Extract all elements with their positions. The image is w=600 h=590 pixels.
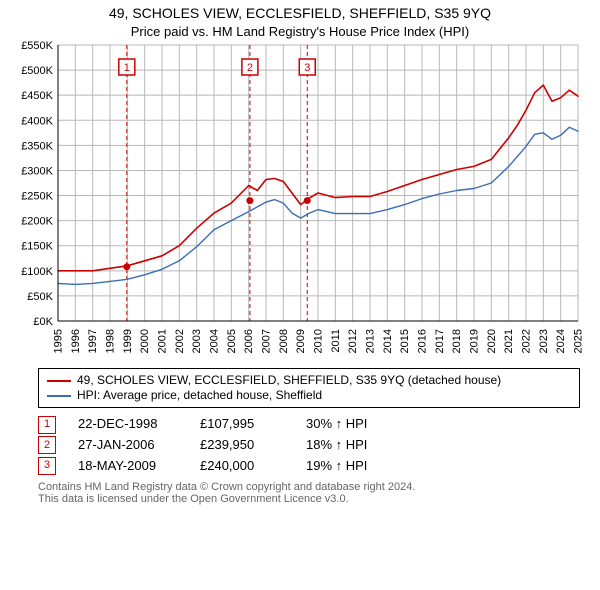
svg-text:£350K: £350K [21, 141, 53, 153]
svg-text:2012: 2012 [347, 329, 359, 353]
transaction-price: £239,950 [200, 435, 284, 456]
legend-label-1: 49, SCHOLES VIEW, ECCLESFIELD, SHEFFIELD… [77, 373, 501, 388]
svg-text:2020: 2020 [486, 329, 498, 353]
svg-text:2004: 2004 [209, 329, 221, 353]
svg-text:2002: 2002 [174, 329, 186, 353]
chart-area: £0K £50K £100K £150K £200K £250K £300K £350K £40… [8, 39, 592, 362]
svg-text:£300K: £300K [21, 166, 53, 178]
transaction-marker: 1 [38, 416, 56, 434]
svg-text:2022: 2022 [521, 329, 533, 353]
svg-text:2009: 2009 [295, 329, 307, 353]
svg-text:1996: 1996 [70, 329, 82, 353]
svg-text:2008: 2008 [278, 329, 290, 353]
svg-text:£450K: £450K [21, 90, 53, 102]
line-chart: £0K £50K £100K £150K £200K £250K £300K £350K £40… [8, 39, 592, 357]
transaction-hpi-note: 19% ↑ HPI [306, 456, 367, 477]
svg-text:£550K: £550K [21, 40, 53, 52]
svg-text:£200K: £200K [21, 216, 53, 228]
svg-text:£50K: £50K [27, 291, 53, 303]
svg-text:2013: 2013 [365, 329, 377, 353]
svg-text:£0K: £0K [33, 316, 53, 328]
svg-text:2: 2 [247, 62, 253, 74]
svg-text:2023: 2023 [538, 329, 550, 353]
legend-swatch-2 [47, 395, 71, 397]
svg-text:1999: 1999 [122, 329, 134, 353]
svg-text:1: 1 [124, 62, 130, 74]
transaction-marker: 2 [38, 436, 56, 454]
svg-text:2017: 2017 [434, 329, 446, 353]
svg-text:1997: 1997 [87, 329, 99, 353]
svg-text:£250K: £250K [21, 191, 53, 203]
transaction-date: 22-DEC-1998 [78, 414, 178, 435]
svg-text:2016: 2016 [417, 329, 429, 353]
svg-text:3: 3 [304, 62, 310, 74]
svg-text:2025: 2025 [573, 329, 585, 353]
transaction-row: 2 27-JAN-2006 £239,950 18% ↑ HPI [38, 435, 580, 456]
svg-text:2024: 2024 [555, 329, 567, 353]
svg-text:2007: 2007 [261, 329, 273, 353]
svg-text:2010: 2010 [313, 329, 325, 353]
legend: 49, SCHOLES VIEW, ECCLESFIELD, SHEFFIELD… [38, 368, 580, 408]
svg-text:2006: 2006 [243, 329, 255, 353]
transaction-price: £107,995 [200, 414, 284, 435]
svg-text:2019: 2019 [469, 329, 481, 353]
svg-text:2014: 2014 [382, 329, 394, 353]
svg-text:£500K: £500K [21, 65, 53, 77]
chart-title: 49, SCHOLES VIEW, ECCLESFIELD, SHEFFIELD… [8, 4, 592, 22]
legend-item-2: HPI: Average price, detached house, Shef… [47, 388, 571, 403]
transaction-marker: 3 [38, 457, 56, 475]
legend-item-1: 49, SCHOLES VIEW, ECCLESFIELD, SHEFFIELD… [47, 373, 571, 388]
svg-text:2001: 2001 [157, 329, 169, 353]
transaction-row: 1 22-DEC-1998 £107,995 30% ↑ HPI [38, 414, 580, 435]
transaction-price: £240,000 [200, 456, 284, 477]
svg-text:2003: 2003 [191, 329, 203, 353]
svg-text:2011: 2011 [330, 329, 342, 353]
svg-text:2018: 2018 [451, 329, 463, 353]
svg-text:1995: 1995 [53, 329, 65, 353]
transaction-date: 18-MAY-2009 [78, 456, 178, 477]
svg-text:2005: 2005 [226, 329, 238, 353]
svg-text:2000: 2000 [139, 329, 151, 353]
svg-text:2021: 2021 [503, 329, 515, 353]
transaction-row: 3 18-MAY-2009 £240,000 19% ↑ HPI [38, 456, 580, 477]
svg-text:£150K: £150K [21, 241, 53, 253]
legend-swatch-1 [47, 380, 71, 382]
transaction-hpi-note: 18% ↑ HPI [306, 435, 367, 456]
transaction-hpi-note: 30% ↑ HPI [306, 414, 367, 435]
chart-subtitle: Price paid vs. HM Land Registry's House … [8, 24, 592, 39]
svg-text:2015: 2015 [399, 329, 411, 353]
transaction-list: 1 22-DEC-1998 £107,995 30% ↑ HPI 2 27-JAN-200… [38, 414, 580, 476]
legend-label-2: HPI: Average price, detached house, Shef… [77, 388, 322, 403]
transaction-date: 27-JAN-2006 [78, 435, 178, 456]
attribution-footer: Contains HM Land Registry data © Crown c… [38, 481, 580, 505]
svg-text:£400K: £400K [21, 115, 53, 127]
svg-text:£100K: £100K [21, 266, 53, 278]
svg-text:1998: 1998 [105, 329, 117, 353]
